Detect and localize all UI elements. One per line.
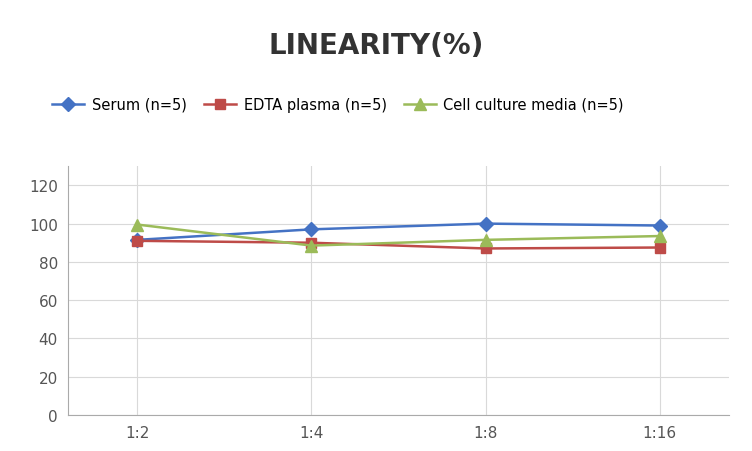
Serum (n=5) (307, 227, 316, 233)
EDTA plasma (n=5) (655, 245, 664, 251)
Text: LINEARITY(%): LINEARITY(%) (268, 32, 484, 60)
Cell culture media (n=5) (481, 238, 490, 243)
Cell culture media (n=5) (655, 234, 664, 239)
EDTA plasma (n=5) (481, 246, 490, 252)
Legend: Serum (n=5), EDTA plasma (n=5), Cell culture media (n=5): Serum (n=5), EDTA plasma (n=5), Cell cul… (53, 97, 624, 112)
Line: EDTA plasma (n=5): EDTA plasma (n=5) (132, 236, 665, 254)
Cell culture media (n=5) (307, 244, 316, 249)
Serum (n=5) (655, 223, 664, 229)
Line: Cell culture media (n=5): Cell culture media (n=5) (132, 220, 666, 252)
Cell culture media (n=5) (133, 222, 142, 228)
Serum (n=5) (133, 238, 142, 243)
EDTA plasma (n=5) (307, 240, 316, 246)
Serum (n=5) (481, 221, 490, 227)
EDTA plasma (n=5) (133, 239, 142, 244)
Line: Serum (n=5): Serum (n=5) (132, 219, 665, 245)
